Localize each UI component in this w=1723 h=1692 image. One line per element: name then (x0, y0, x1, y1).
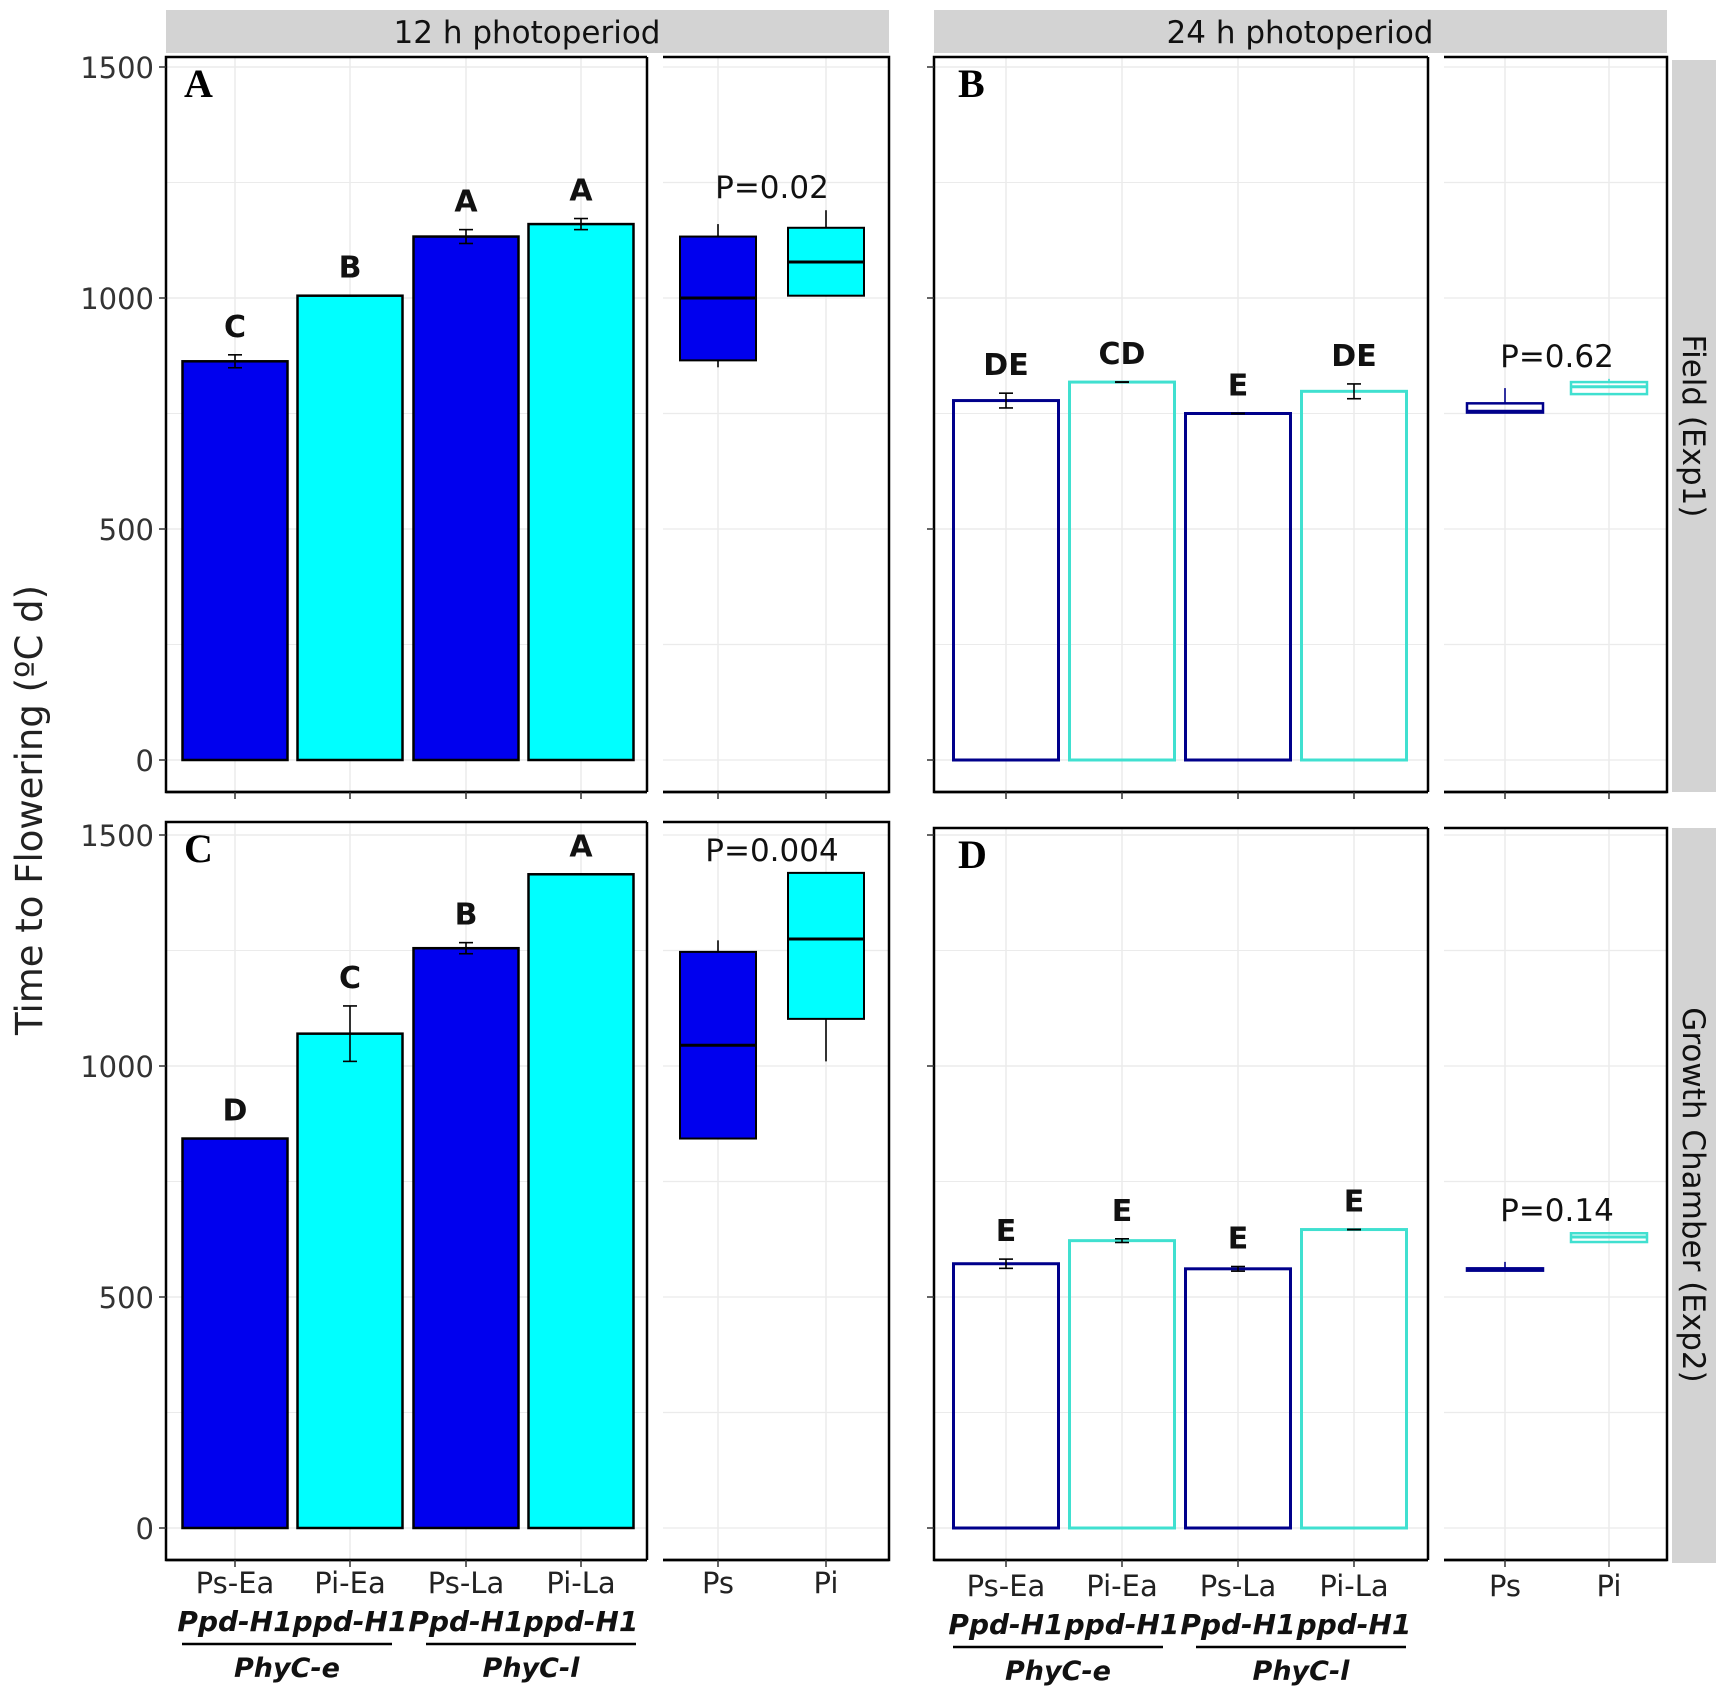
panel-tag: D (958, 832, 987, 877)
x-category-label: Pi-Ea (314, 1566, 385, 1600)
x-group-label: PhyC-l (1253, 1656, 1351, 1687)
x-allele-label: ppd-H1 (523, 1605, 639, 1638)
bar-ps-la (412, 235, 520, 762)
facet-gap (1428, 826, 1444, 1562)
x-allele-label: ppd-H1 (1296, 1608, 1412, 1641)
p-value-label: P=0.02 (715, 170, 829, 206)
significance-letter: A (454, 185, 478, 220)
significance-letter: E (1112, 1194, 1133, 1229)
significance-letter: A (569, 174, 593, 209)
significance-letter: B (455, 898, 478, 933)
x-allele-label: ppd-H1 (1064, 1608, 1180, 1641)
p-value-label: P=0.14 (1500, 1193, 1614, 1229)
y-axis-label: Time to Flowering (ºC d) (8, 585, 51, 1036)
y-tick-label: 1500 (80, 51, 154, 85)
x-category-label: Ps-La (1200, 1569, 1276, 1603)
panel-tag: B (958, 61, 985, 106)
box-pi (787, 871, 865, 1020)
bar-pi-ea (296, 1032, 404, 1530)
significance-letter: DE (1331, 339, 1376, 374)
x-allele-label: Ppd-H1 (408, 1605, 523, 1638)
y-tick-label: 0 (136, 1512, 154, 1546)
x-allele-label: ppd-H1 (292, 1605, 408, 1638)
panel-a: C B A A P=0.02 A 0 500 1000 1500 (80, 51, 891, 799)
strip-field-exp1: Field (Exp1) (1675, 335, 1711, 518)
panel-d: E E E E P=0.14 D (927, 826, 1669, 1567)
x-category-label: Ps-Ea (967, 1569, 1046, 1603)
significance-letter: D (223, 1094, 248, 1129)
significance-letter: E (1228, 369, 1249, 404)
bar-ps-la (412, 946, 520, 1530)
x-axis-labels: Ps-Ea Ppd-H1 Pi-Ea ppd-H1 Ps-La Ppd-H1 Pi-La pp… (177, 1566, 1621, 1687)
y-tick-label: 500 (99, 513, 154, 547)
bar-ps-ea (181, 360, 289, 762)
x-allele-label: Ppd-H1 (948, 1608, 1063, 1641)
strip-24h-photoperiod: 24 h photoperiod (1167, 15, 1434, 51)
y-tick-label: 1000 (80, 282, 154, 316)
bar-ps-ea (181, 1137, 289, 1530)
y-tick-label: 1500 (80, 819, 154, 853)
significance-letter: E (996, 1214, 1017, 1249)
significance-letter: B (339, 251, 362, 286)
strip-growth-chamber-bg (1672, 828, 1716, 1563)
strip-12h-bg (166, 10, 889, 53)
x-box-category-label: Ps (702, 1566, 734, 1600)
x-group-label: PhyC-l (483, 1653, 581, 1684)
strip-growth-chamber-exp2: Growth Chamber (Exp2) (1675, 1007, 1711, 1382)
significance-letter: CD (1099, 337, 1146, 372)
p-value-label: P=0.004 (705, 833, 838, 869)
strip-12h-photoperiod: 12 h photoperiod (394, 15, 661, 51)
bar-pi-la (527, 222, 635, 762)
strip-field-bg (1672, 60, 1716, 792)
x-allele-label: Ppd-H1 (177, 1605, 292, 1638)
significance-letter: C (339, 961, 361, 996)
panel-tag: A (184, 61, 213, 106)
x-box-category-label: Pi (1597, 1569, 1622, 1603)
panel-tag: C (184, 826, 213, 871)
y-tick-label: 500 (99, 1281, 154, 1315)
panel-b: DE CD E DE P=0.62 B (927, 55, 1669, 799)
x-allele-label: Ppd-H1 (1180, 1608, 1295, 1641)
x-category-label: Pi-La (1319, 1569, 1388, 1603)
panel-c: D C B A P=0.004 C 0 500 1000 1500 (80, 819, 891, 1567)
p-value-label: P=0.62 (1500, 339, 1614, 375)
x-box-category-label: Ps (1489, 1569, 1521, 1603)
bar-pi-ea (296, 294, 404, 762)
facet-gap (1428, 55, 1444, 794)
bar-pi-la (527, 873, 635, 1530)
y-tick-label: 1000 (80, 1050, 154, 1084)
significance-letter: C (224, 310, 246, 345)
significance-letter: DE (983, 348, 1028, 383)
facet-gap (647, 55, 663, 794)
y-tick-label: 0 (136, 744, 154, 778)
x-category-label: Ps-La (428, 1566, 504, 1600)
x-group-label: PhyC-e (234, 1653, 340, 1684)
x-group-label: PhyC-e (1005, 1656, 1111, 1687)
x-category-label: Pi-Ea (1086, 1569, 1157, 1603)
significance-letter: A (569, 829, 593, 864)
significance-letter: E (1344, 1185, 1365, 1220)
x-category-label: Ps-Ea (196, 1566, 275, 1600)
x-box-category-label: Pi (814, 1566, 839, 1600)
significance-letter: E (1228, 1222, 1249, 1257)
x-category-label: Pi-La (546, 1566, 615, 1600)
facet-gap (647, 820, 663, 1562)
strip-24h-bg (934, 10, 1667, 53)
